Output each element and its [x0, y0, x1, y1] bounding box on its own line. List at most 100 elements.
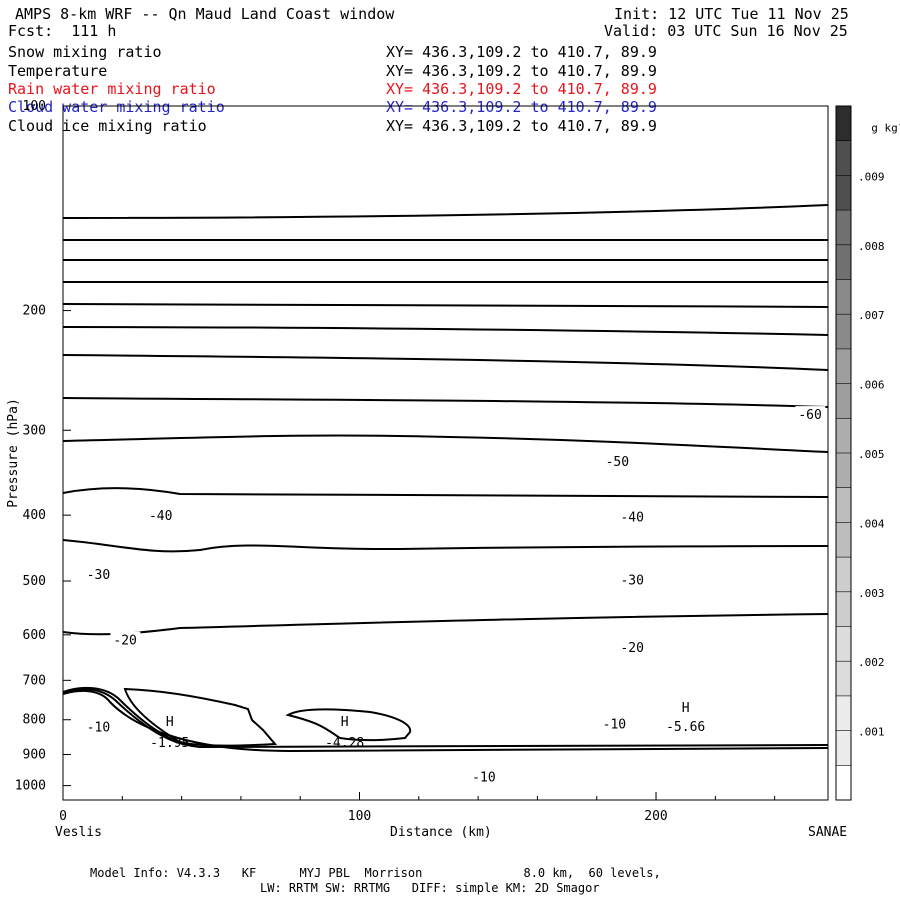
x-tick-label: 0 [59, 809, 67, 824]
colorbar-label: .009 [858, 170, 885, 183]
colorbar-bin [836, 765, 851, 800]
y-tick-label: 600 [23, 628, 46, 643]
y-tick-label: 100 [23, 99, 46, 114]
field-range: XY= 436.3,109.2 to 410.7, 89.9 [386, 80, 657, 98]
extremum-marker: H [341, 715, 349, 730]
contour-label: -10 [603, 717, 626, 732]
endpoint-right: SANAE [808, 825, 848, 840]
x-axis-label: Distance (km) [390, 825, 492, 840]
contour-label-bg [617, 638, 648, 655]
contour-label-bg [110, 631, 141, 648]
isotherm-line [62, 689, 829, 753]
field-name: Snow mixing ratio [8, 43, 162, 61]
colorbar-label: .002 [858, 656, 885, 669]
contour-label-bg [145, 506, 176, 523]
colorbar-bin [836, 661, 851, 696]
isotherm-line [62, 204, 829, 219]
colorbar-bin [836, 244, 851, 280]
extremum-value: -5.66 [666, 720, 705, 735]
contour-label: -40 [620, 510, 643, 525]
isotherm-line [285, 708, 412, 742]
contour-label-bg [617, 508, 648, 525]
isotherm-line [62, 303, 829, 308]
colorbar-unit: g kg-1 [858, 104, 900, 136]
colorbar-bin [836, 383, 851, 419]
y-tick-label: 700 [23, 673, 46, 688]
endpoint-left: Veslis [55, 825, 102, 840]
contour-label-bg [83, 566, 114, 583]
contour-label-bg [469, 768, 500, 785]
isotherm-line [62, 326, 829, 336]
extremum-marker: H [166, 715, 174, 730]
colorbar-label: .008 [858, 240, 885, 253]
contour-label: -10 [472, 771, 495, 786]
colorbar-bin [836, 626, 851, 662]
field-name: Cloud ice mixing ratio [8, 117, 207, 135]
model-info-line1: Model Info: V4.3.3 KF MYJ PBL Morrison 8… [90, 866, 661, 880]
isotherm-line [123, 687, 278, 747]
colorbar-bin [836, 140, 851, 176]
colorbar-bin [836, 175, 851, 211]
x-tick-label: 200 [644, 809, 667, 824]
extremum-value: -1.95 [150, 736, 189, 751]
isotherm-line [62, 354, 829, 371]
field-name: Rain water mixing ratio [8, 80, 216, 98]
field-range: XY= 436.3,109.2 to 410.7, 89.9 [386, 62, 657, 80]
colorbar-bin [836, 279, 851, 315]
model-info-line2: LW: RRTM SW: RRTMG DIFF: simple KM: 2D S… [260, 881, 600, 895]
colorbar-bin [836, 453, 851, 488]
contour-label-bg [617, 571, 648, 588]
contour-label-bg [83, 718, 114, 735]
contour-label: -60 [798, 408, 821, 423]
extremum-marker: H [682, 701, 690, 716]
y-tick-label: 300 [23, 423, 46, 438]
isotherm-line [62, 613, 829, 636]
contour-label-bg [795, 406, 826, 423]
contour-label: -20 [113, 634, 136, 649]
colorbar-bin [836, 591, 851, 627]
colorbar-unit-exponent: -1 [898, 120, 900, 129]
field-range: XY= 436.3,109.2 to 410.7, 89.9 [386, 98, 657, 116]
y-tick-label: 400 [23, 508, 46, 523]
isotherm-line [62, 487, 829, 498]
colorbar-bin [836, 522, 851, 558]
y-tick-label: 800 [23, 713, 46, 728]
contour-label-bg [599, 715, 630, 732]
colorbar-bin [836, 418, 851, 453]
colorbar-bin [836, 348, 851, 384]
valid-time: Valid: 03 UTC Sun 16 Nov 25 [604, 22, 848, 40]
x-tick-label: 100 [348, 809, 371, 824]
y-tick-label: 200 [23, 304, 46, 319]
isotherm-line [62, 539, 829, 553]
plot-frame [62, 105, 829, 801]
contour-label-bg [602, 452, 633, 469]
colorbar-label: .007 [858, 309, 885, 322]
y-tick-label: 500 [23, 574, 46, 589]
colorbar-bin [836, 557, 851, 592]
forecast-hour: Fcst: 111 h [8, 22, 117, 40]
contour-label: -10 [87, 721, 110, 736]
y-tick-label: 1000 [15, 779, 46, 794]
field-range: XY= 436.3,109.2 to 410.7, 89.9 [386, 43, 657, 61]
colorbar-label: .003 [858, 587, 885, 600]
contour-label: -30 [620, 573, 643, 588]
contour-label: -50 [606, 455, 629, 470]
isotherm-line [62, 434, 829, 453]
colorbar-bin [836, 695, 851, 731]
isotherm-line [62, 397, 829, 408]
field-range: XY= 436.3,109.2 to 410.7, 89.9 [386, 117, 657, 135]
colorbar-bin [836, 106, 851, 141]
colorbar-label: .006 [858, 379, 885, 392]
contour-label: -40 [149, 509, 172, 524]
colorbar-bin [836, 314, 851, 349]
contour-label: -30 [87, 568, 110, 583]
colorbar-label: .004 [858, 517, 885, 530]
isotherm-line [62, 688, 196, 747]
chart-title: AMPS 8-km WRF -- Qn Maud Land Coast wind… [15, 5, 395, 23]
colorbar-bin [836, 730, 851, 766]
extremum-value: -4.28 [325, 736, 364, 751]
field-name: Temperature [8, 62, 108, 80]
colorbar-bin [836, 487, 851, 523]
colorbar-unit-text: g kg [871, 121, 898, 135]
